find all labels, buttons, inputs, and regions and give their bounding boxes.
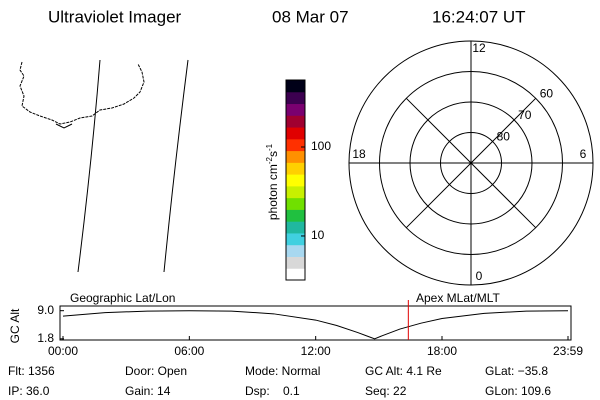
altitude-curve [62,310,569,340]
diagonal [470,162,537,229]
info-field: IP: 36.0 [8,384,50,398]
tick-label: 10 [311,228,325,242]
color-step [286,268,305,281]
lat-label: 80 [497,130,511,144]
unit: s [266,151,280,157]
colorbar: 10 100 [285,79,331,281]
x-tick-label: 12:00 [301,344,331,358]
lat-label: 60 [540,86,554,100]
info-field: GC Alt: 4.1 Re [365,364,442,378]
tick-label: 100 [311,139,331,153]
time: 16:24:07 UT [432,7,526,26]
diagonal [405,162,472,229]
y-label: GC Alt [8,308,22,343]
x-tick-label: 18:00 [427,344,457,358]
mlt-label: 12 [472,41,486,55]
diagonal [470,97,537,164]
color-step [286,103,305,116]
title: Ultraviolet Imager [48,7,182,26]
color-step [286,115,305,128]
polar-plot: 60 70 80 0 6 12 18 [348,40,594,286]
x-tick-label: 06:00 [174,344,204,358]
unit: -2 [265,156,274,164]
info-panel: Flt: 1356 Door: Open Mode: Normal GC Alt: 4… [8,364,551,398]
color-step [286,174,305,187]
diagonal [405,97,472,164]
lat-label: 70 [518,108,532,122]
mlt-label: 18 [352,147,366,161]
color-step [286,209,305,222]
mlt-label: 6 [580,147,587,161]
x-tick-label: 23:59 [553,344,583,358]
color-step [286,185,305,199]
color-step [286,244,305,257]
color-step [286,127,305,140]
timeline: Geographic Lat/Lon Apex MLat/MLT GC Alt 1.8… [8,291,583,358]
color-step [286,150,305,163]
unit: -1 [265,143,274,151]
y-tick-label: 9.0 [37,303,54,317]
colorbar-frame [285,79,306,281]
info-field: Seq: 22 [365,384,407,398]
date: 08 Mar 07 [272,7,349,26]
colorbar-label: photon cm-2s-1 [265,143,280,220]
color-step [286,138,305,152]
right-label: Apex MLat/MLT [416,291,500,305]
y-tick-label: 1.8 [37,331,54,345]
info-field: Flt: 1356 [8,364,55,378]
color-step [286,197,305,210]
color-step [286,232,305,246]
info-field: GLon: 109.6 [485,384,551,398]
color-step [286,91,305,105]
color-step [286,256,305,269]
info-field: Door: Open [125,364,187,378]
color-step [286,80,305,93]
color-step [286,162,305,175]
info-field: GLat: −35.8 [485,364,548,378]
left-label: Geographic Lat/Lon [70,291,175,305]
mlt-label: 0 [476,269,483,283]
map-panel [19,59,189,273]
unit: photon cm [266,164,280,220]
info-field: Gain: 14 [125,384,171,398]
color-step [286,221,305,234]
x-tick-label: 00:00 [48,344,78,358]
info-field: Mode: Normal [245,364,320,378]
info-field: Dsp: 0.1 [245,384,300,398]
